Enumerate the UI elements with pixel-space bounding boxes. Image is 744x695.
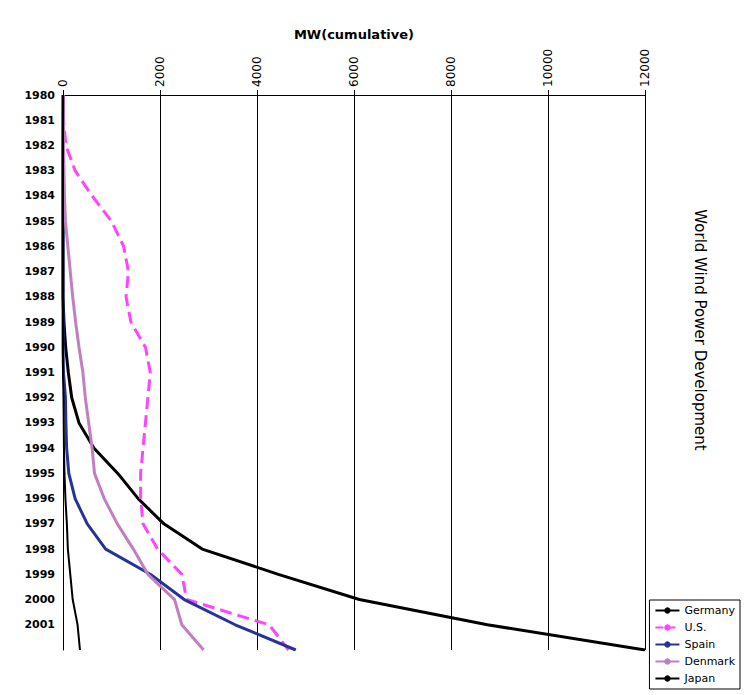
svg-text:1997: 1997 [24,517,55,530]
svg-text:0: 0 [56,79,70,87]
svg-text:1996: 1996 [24,492,55,505]
svg-text:4000: 4000 [250,56,264,87]
svg-text:1987: 1987 [24,265,55,278]
svg-text:Denmark: Denmark [684,655,735,668]
svg-text:1990: 1990 [24,341,55,354]
svg-text:2000: 2000 [153,56,167,87]
svg-text:1985: 1985 [24,215,55,228]
svg-text:MW(cumulative): MW(cumulative) [294,27,414,42]
svg-text:1999: 1999 [24,568,55,581]
svg-text:U.S.: U.S. [684,621,706,634]
svg-text:1994: 1994 [24,442,55,455]
svg-text:1984: 1984 [24,189,55,202]
svg-text:12000: 12000 [638,49,652,87]
svg-text:1980: 1980 [24,89,55,102]
svg-text:1995: 1995 [24,467,55,480]
svg-text:2000: 2000 [24,593,55,606]
svg-text:1981: 1981 [24,114,55,127]
svg-text:1991: 1991 [24,366,55,379]
svg-text:1998: 1998 [24,543,55,556]
svg-text:1988: 1988 [24,290,55,303]
svg-text:10000: 10000 [541,49,555,87]
svg-text:Japan: Japan [683,672,715,685]
svg-text:1993: 1993 [24,416,55,429]
svg-text:Spain: Spain [684,638,715,651]
svg-text:2001: 2001 [24,618,55,631]
svg-text:Germany: Germany [684,604,735,617]
svg-text:1989: 1989 [24,316,55,329]
svg-text:1986: 1986 [24,240,55,253]
svg-text:1982: 1982 [24,139,55,152]
svg-text:8000: 8000 [444,56,458,87]
svg-text:World Wind Power Development: World Wind Power Development [691,209,709,450]
svg-text:6000: 6000 [347,56,361,87]
svg-text:1983: 1983 [24,164,55,177]
svg-text:1992: 1992 [24,391,55,404]
